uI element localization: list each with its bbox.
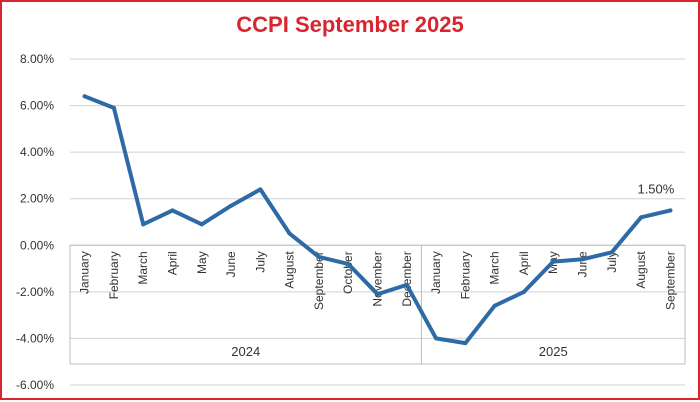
x-tick-label: August xyxy=(283,251,297,289)
chart-title: CCPI September 2025 xyxy=(236,12,464,37)
y-tick-label: -2.00% xyxy=(16,285,54,299)
x-tick-label: July xyxy=(605,251,619,272)
x-tick-label: March xyxy=(488,251,502,284)
data-point xyxy=(287,231,292,236)
data-point xyxy=(375,292,380,297)
data-point xyxy=(492,303,497,308)
data-point xyxy=(82,94,87,99)
group-label: 2024 xyxy=(231,344,260,359)
x-tick-label: January xyxy=(429,251,443,294)
x-tick-label: November xyxy=(371,251,385,306)
data-label: 1.50% xyxy=(637,181,674,196)
data-point xyxy=(463,341,468,346)
x-tick-label: August xyxy=(634,251,648,289)
x-tick-label: March xyxy=(136,251,150,284)
data-point xyxy=(521,289,526,294)
data-point xyxy=(551,259,556,264)
data-point xyxy=(639,215,644,220)
x-tick-label: July xyxy=(253,251,267,272)
data-point xyxy=(580,257,585,262)
group-label: 2025 xyxy=(539,344,568,359)
x-tick-label: December xyxy=(400,251,414,306)
data-point xyxy=(141,222,146,227)
data-point xyxy=(170,208,175,213)
x-tick-label: May xyxy=(195,251,209,274)
x-tick-label: June xyxy=(576,251,590,277)
data-point xyxy=(346,261,351,266)
data-point xyxy=(111,105,116,110)
y-tick-label: 0.00% xyxy=(20,238,54,252)
y-tick-label: -6.00% xyxy=(16,378,54,392)
y-tick-label: -4.00% xyxy=(16,331,54,345)
x-tick-label: June xyxy=(224,251,238,277)
data-point xyxy=(434,336,439,341)
data-point xyxy=(229,203,234,208)
data-point xyxy=(668,208,673,213)
data-point xyxy=(609,250,614,255)
x-tick-label: October xyxy=(341,251,355,294)
data-point xyxy=(258,187,263,192)
y-tick-label: 4.00% xyxy=(20,145,54,159)
x-tick-label: April xyxy=(517,251,531,275)
y-tick-label: 8.00% xyxy=(20,52,54,66)
x-tick-label: February xyxy=(107,251,121,299)
x-tick-label: September xyxy=(663,251,677,310)
data-point xyxy=(404,282,409,287)
y-tick-label: 2.00% xyxy=(20,192,54,206)
y-tick-label: 6.00% xyxy=(20,99,54,113)
x-tick-label: January xyxy=(78,251,92,294)
x-tick-label: April xyxy=(166,251,180,275)
x-tick-label: February xyxy=(458,251,472,299)
data-point xyxy=(316,254,321,259)
x-tick-label: September xyxy=(312,251,326,310)
data-point xyxy=(199,222,204,227)
